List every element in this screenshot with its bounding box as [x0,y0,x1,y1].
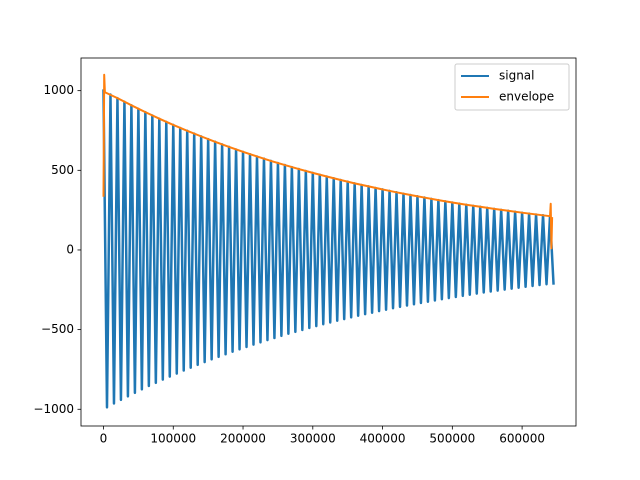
y-tick-label: 0 [66,242,74,256]
axes-frame [80,57,577,427]
x-tick-label: 200000 [220,432,266,446]
y-tick-label: 500 [51,163,74,177]
x-tick-label: 400000 [360,432,406,446]
x-tick-label: 100000 [150,432,196,446]
plot-area [102,73,555,409]
x-tick-label: 500000 [429,432,475,446]
x-tick-label: 300000 [290,432,336,446]
legend-label: signal [499,69,535,83]
x-tick-label: 600000 [499,432,545,446]
legend: signal envelope [454,63,570,111]
series-line [102,73,554,250]
series-line [102,89,555,409]
x-tick-label: 0 [100,432,108,446]
legend-label: envelope [499,90,554,104]
y-tick-label: −1000 [33,402,74,416]
y-tick-label: 1000 [43,83,74,97]
y-tick-label: −500 [41,322,74,336]
